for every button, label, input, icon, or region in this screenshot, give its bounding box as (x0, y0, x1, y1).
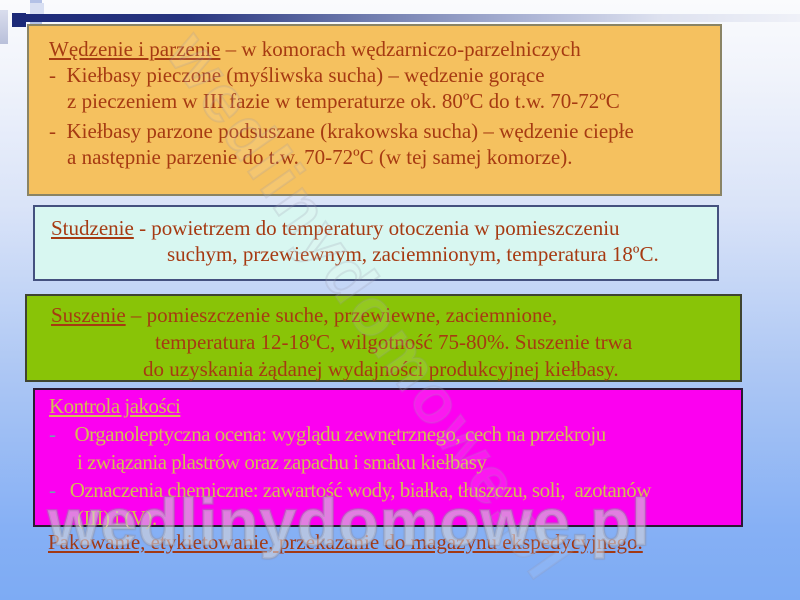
drying-suszenie-box: Suszenie – pomieszczenie suche, przewiew… (25, 294, 742, 382)
smoking-line4: - Kiełbasy parzone podsuszane (krakowska… (49, 119, 634, 143)
smoking-title-line: Wędzenie i parzenie – w komorach wędzarn… (49, 36, 712, 62)
decoration-header-bar (13, 14, 800, 22)
smoking-title: Wędzenie i parzenie (49, 37, 221, 61)
decoration-left-strip (0, 10, 8, 44)
cooling-line2: suchym, przewiewnym, zaciemnionym, tempe… (167, 242, 659, 266)
packing-line: Pakowanie, etykietowanie, przekazanie do… (48, 530, 643, 554)
cooling-title: Studzenie (51, 216, 134, 240)
smoking-line5: a następnie parzenie do t.w. 70-72ºC (w … (67, 145, 573, 169)
cooling-title-line: Studzenie - powietrzem do temperatury ot… (51, 215, 709, 241)
cooling-title-suffix: - powietrzem do temperatury otoczenia w … (133, 216, 620, 240)
drying-title-line: Suszenie – pomieszczenie suche, przewiew… (51, 302, 732, 329)
drying-title-suffix: – pomieszczenie suche, przewiewne, zacie… (125, 303, 558, 327)
smoking-parzenie-box: Wędzenie i parzenie – w komorach wędzarn… (27, 24, 722, 196)
decoration-light-square (30, 3, 44, 15)
quality-line5: (III) i (V). (77, 506, 157, 530)
drying-line2: temperatura 12-18ºC, wilgotność 75-80%. … (155, 330, 633, 354)
decoration-navy-square (12, 13, 26, 27)
smoking-line2: - Kiełbasy pieczone (myśliwska sucha) – … (49, 63, 545, 87)
drying-line3: do uzyskania żądanej wydajności produkcy… (143, 357, 619, 381)
quality-control-box: Kontrola jakości - Organoleptyczna ocena… (33, 388, 743, 530)
drying-title: Suszenie (51, 303, 126, 327)
quality-title: Kontrola jakości (49, 394, 181, 418)
quality-title-line: Kontrola jakości (49, 392, 735, 420)
smoking-title-suffix: – w komorach wędzarniczo-parzelniczych (220, 37, 581, 61)
quality-line4: - Oznaczenia chemiczne: zawartość wody, … (49, 478, 651, 502)
smoking-line3: z pieczeniem w III fazie w temperaturze … (67, 89, 620, 113)
quality-line3: i związania plastrów oraz zapachu i smak… (77, 450, 487, 474)
quality-line2: - Organoleptyczna ocena: wyglądu zewnętr… (49, 422, 606, 446)
cooling-studzenie-box: Studzenie - powietrzem do temperatury ot… (33, 205, 719, 281)
